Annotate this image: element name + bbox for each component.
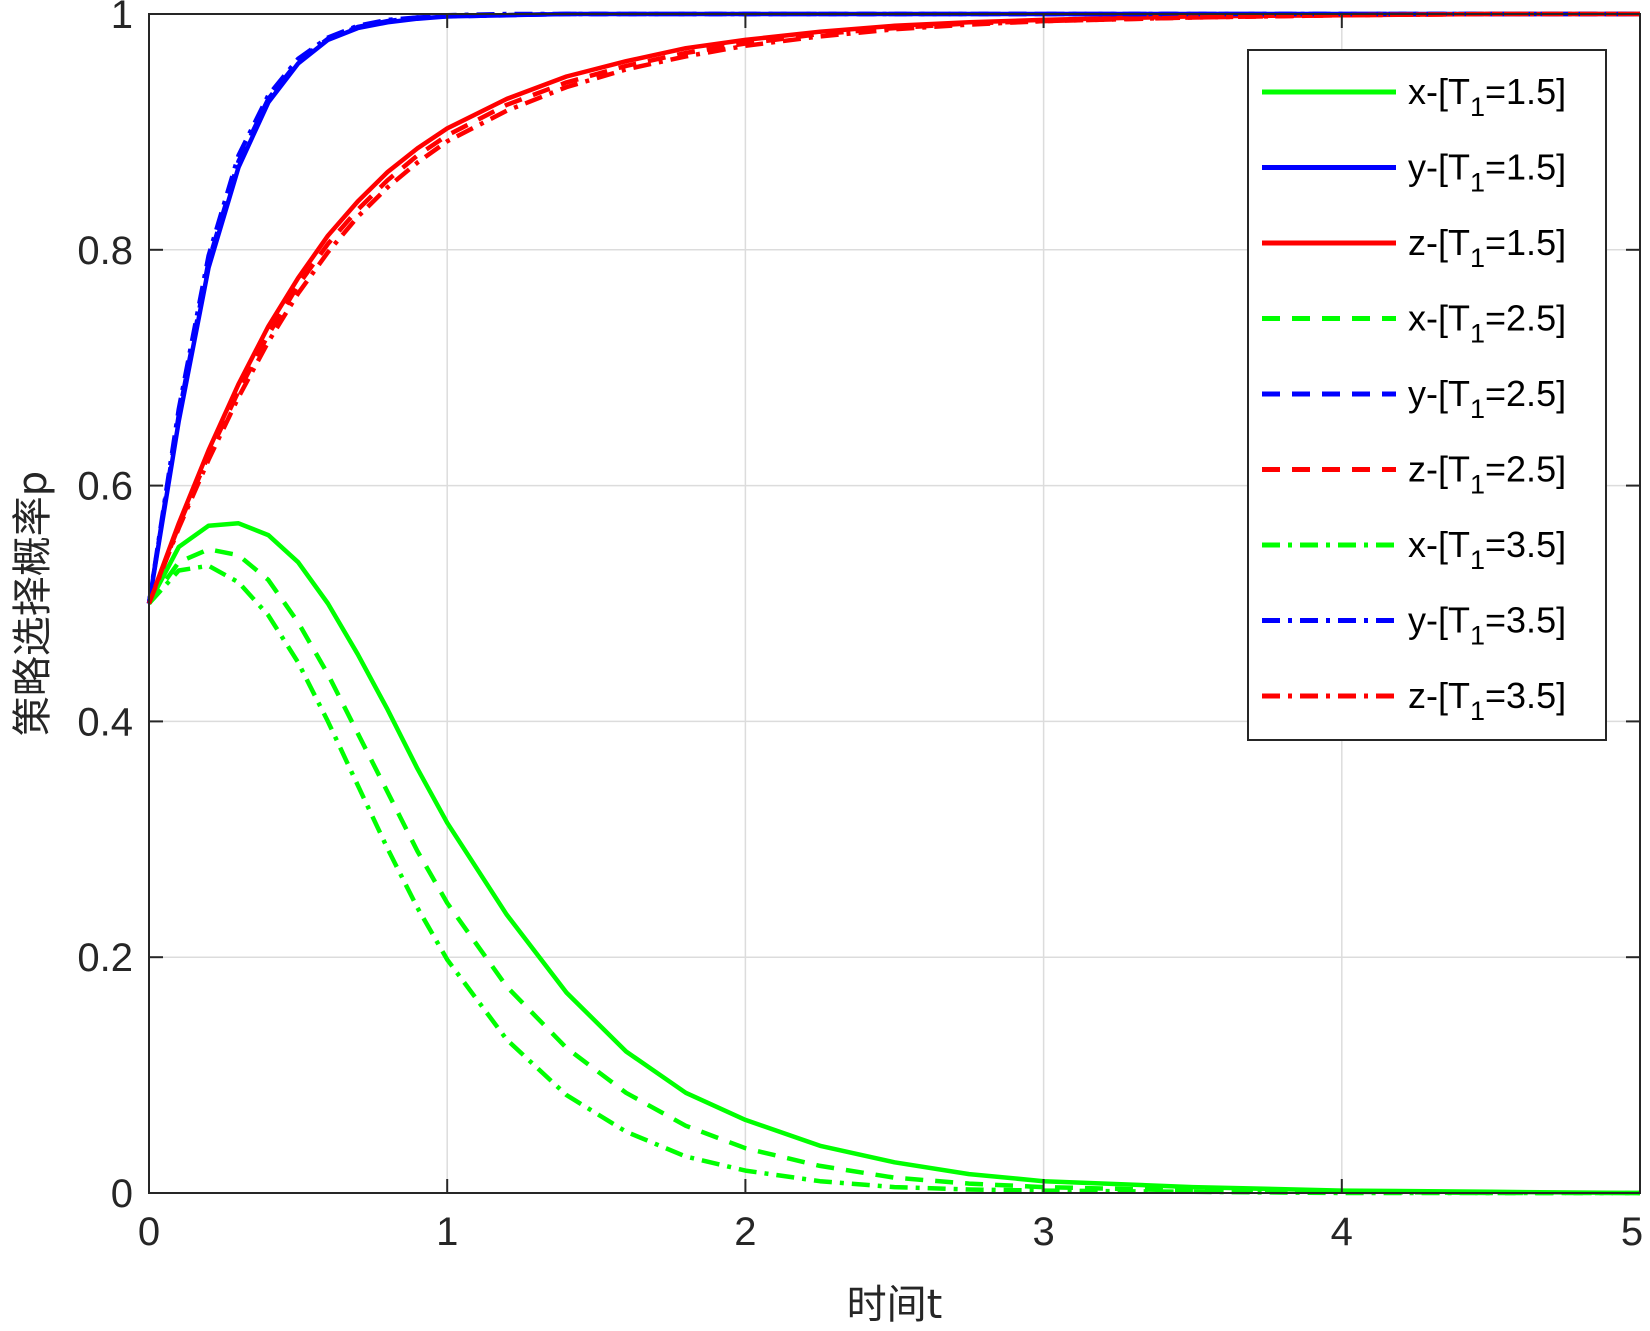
x-tick-label: 4 <box>1331 1210 1353 1254</box>
series-line-7 <box>147 563 1640 1196</box>
y-tick-label: 1 <box>111 0 133 37</box>
y-tick-label: 0.6 <box>77 465 133 509</box>
legend-label-1: x-[T1=1.5] <box>1408 71 1566 122</box>
x-tick-label: 0 <box>138 1210 160 1254</box>
legend-label-5: y-[T1=2.5] <box>1408 373 1566 424</box>
y-tick-label: 0.4 <box>77 700 133 744</box>
series-line-6 <box>146 11 1640 605</box>
x-tick-label: 3 <box>1032 1210 1054 1254</box>
legend-label-2: y-[T1=1.5] <box>1408 147 1566 198</box>
x-tick-label: 5 <box>1621 1210 1643 1254</box>
x-tick-label: 2 <box>734 1210 756 1254</box>
x-tick-label: 1 <box>436 1210 458 1254</box>
legend-label-7: x-[T1=3.5] <box>1408 524 1566 575</box>
legend-label-4: x-[T1=2.5] <box>1408 298 1566 349</box>
legend-label-8: y-[T1=3.5] <box>1408 600 1566 651</box>
series-line-4 <box>147 547 1640 1196</box>
series-line-1 <box>147 521 1641 1196</box>
x-axis-title: 时间t <box>847 1282 943 1328</box>
y-tick-label: 0.2 <box>77 936 133 980</box>
series-line-9 <box>146 11 1640 605</box>
axes <box>148 13 1641 1194</box>
tick-labels: 0 1 2 3 4 5 0 0.2 0.4 0.6 0.8 1 <box>77 0 1643 1254</box>
legend-label-9: z-[T1=3.5] <box>1408 675 1566 726</box>
y-axis-title: 策略选择概率p <box>10 471 56 736</box>
y-tick-label: 0 <box>111 1172 133 1216</box>
y-tick-label: 0.8 <box>77 229 133 273</box>
plot-frame <box>148 13 1641 1194</box>
legend-label-3: z-[T1=1.5] <box>1408 222 1566 273</box>
legend-label-6: z-[T1=2.5] <box>1408 449 1566 500</box>
legend: x-[T1=1.5] y-[T1=1.5] z-[T1=1.5] x-[T1=2.5]… <box>1247 49 1607 741</box>
